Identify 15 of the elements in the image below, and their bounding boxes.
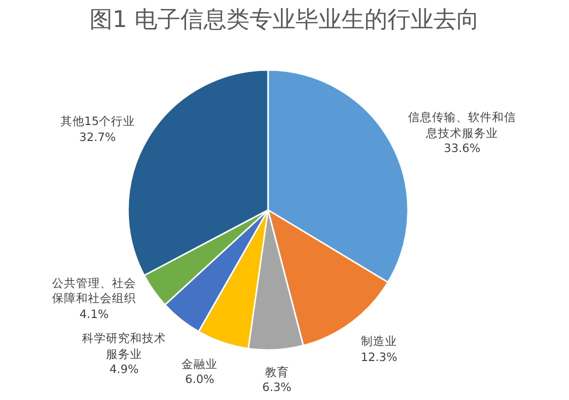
slice-label: 其他15个行业	[60, 114, 135, 128]
data-label: 6.3%	[262, 380, 292, 394]
slice-label: 金融业	[182, 356, 218, 371]
data-label: 6.0%	[185, 372, 214, 386]
slice-label: 公共管理、社会保障和社会组织	[52, 276, 136, 306]
chart-title: 图1 电子信息类专业毕业生的行业去向	[88, 6, 480, 35]
data-label: 12.3%	[360, 350, 398, 364]
data-label: 4.1%	[79, 306, 109, 321]
slice-label: 信息传输、软件和信息技术服务业	[408, 110, 516, 140]
slice-label: 教育	[264, 364, 289, 379]
data-label: 4.9%	[109, 362, 139, 376]
slice-label: 制造业	[361, 334, 398, 348]
data-label: 32.7%	[79, 130, 116, 144]
slice-label: 科学研究和技术服务业	[82, 331, 166, 361]
data-label: 33.6%	[444, 141, 480, 156]
